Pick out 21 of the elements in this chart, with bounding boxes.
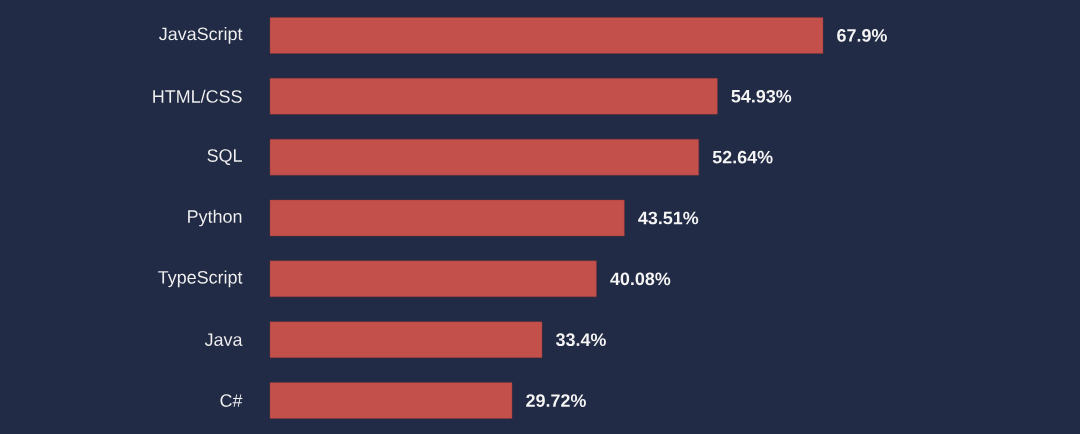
bar xyxy=(269,260,597,298)
data-label: 52.64% xyxy=(712,150,773,164)
data-label: 43.51% xyxy=(638,211,699,225)
data-label: 67.9% xyxy=(837,29,887,42)
data-label: 40.08% xyxy=(610,272,671,286)
bar xyxy=(269,321,543,358)
data-label: 54.93% xyxy=(731,89,792,103)
bar xyxy=(269,199,625,237)
data-label: 33.4% xyxy=(555,333,606,347)
y-tick-label: JavaScript xyxy=(159,27,243,44)
data-label: 29.72% xyxy=(526,394,586,407)
y-tick-label: TypeScript xyxy=(158,270,243,288)
y-tick-label: HTML/CSS xyxy=(153,89,242,103)
bar xyxy=(269,382,513,419)
y-tick-label: C# xyxy=(220,394,243,407)
bar xyxy=(269,78,718,115)
bar xyxy=(269,138,699,176)
y-tick-label: Python xyxy=(188,209,242,227)
y-tick-label: SQL xyxy=(207,149,242,166)
y-tick-label: Java xyxy=(204,333,243,346)
bar xyxy=(269,17,824,54)
